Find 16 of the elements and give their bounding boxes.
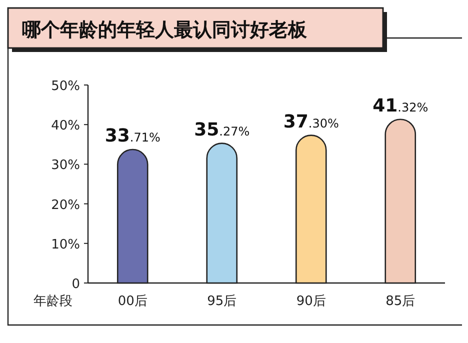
y-tick-label: 10%	[51, 237, 80, 252]
y-tick-label: 0	[72, 277, 80, 292]
y-tick-label: 20%	[51, 198, 80, 213]
x-tick-label: 90后	[296, 294, 326, 309]
x-tick-label: 00后	[118, 294, 148, 309]
chart-title: 哪个年龄的年轻人最认同讨好老板	[22, 19, 308, 41]
data-label: 33.71%	[104, 126, 160, 147]
x-tick-label: 95后	[207, 294, 237, 309]
x-tick-label: 85后	[386, 294, 416, 309]
y-tick-label: 50%	[51, 79, 80, 94]
data-label: 37.30%	[283, 111, 339, 132]
y-tick-label: 40%	[51, 118, 80, 134]
x-axis-title: 年龄段	[34, 294, 72, 309]
data-label: 41.32%	[372, 95, 428, 116]
data-label: 35.27%	[194, 119, 250, 140]
y-tick-label: 30%	[51, 158, 80, 174]
